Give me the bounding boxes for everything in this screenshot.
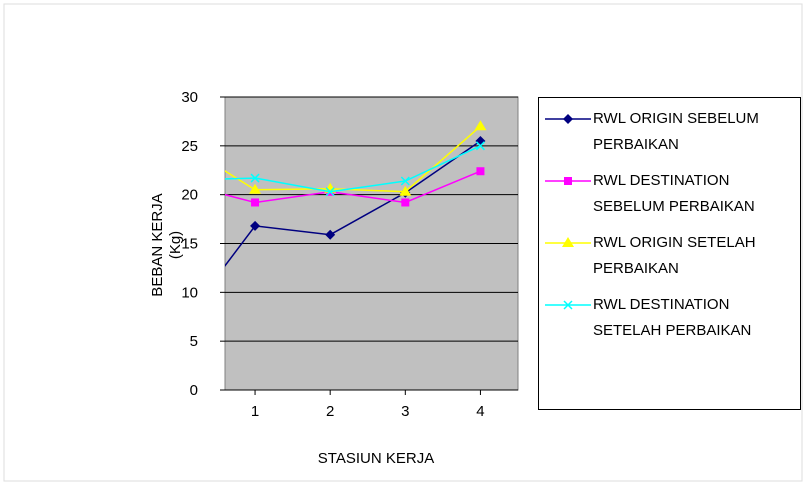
legend-symbol xyxy=(545,237,591,247)
x-tick-label: 1 xyxy=(251,403,259,420)
legend-label: RWL ORIGIN SEBELUM PERBAIKAN xyxy=(593,110,759,153)
marker xyxy=(251,198,260,207)
marker xyxy=(564,177,572,185)
marker xyxy=(325,229,336,240)
legend-label: RWL ORIGIN SETELAH PERBAIKAN xyxy=(593,234,756,277)
y-tick-label: 20 xyxy=(181,187,198,204)
x-tick-label: 3 xyxy=(401,403,409,420)
marker xyxy=(176,176,184,184)
y-tick-label: 0 xyxy=(190,382,198,399)
marker xyxy=(400,176,410,186)
legend-symbol xyxy=(545,177,591,185)
y-axis-label: BEBAN KERJA xyxy=(149,193,166,296)
legend-symbol xyxy=(545,300,591,310)
marker xyxy=(175,321,185,331)
marker xyxy=(250,173,260,183)
marker xyxy=(249,183,262,194)
x-tick-label: 2 xyxy=(326,403,334,420)
y-axis-label: (Kg) xyxy=(167,231,184,259)
marker xyxy=(401,198,410,207)
frame xyxy=(3,3,803,482)
marker xyxy=(475,141,485,151)
legend-item: RWL DESTINATION SEBELUM PERBAIKAN xyxy=(543,168,796,220)
marker xyxy=(325,187,335,197)
y-tick-label: 30 xyxy=(181,89,198,106)
legend-symbol xyxy=(545,114,591,124)
legend-label: RWL DESTINATION SETELAH PERBAIKAN xyxy=(593,296,752,339)
marker xyxy=(562,237,574,247)
marker xyxy=(250,220,261,231)
legend-label: RWL DESTINATION SEBELUM PERBAIKAN xyxy=(593,172,755,215)
y-tick-label: 10 xyxy=(181,284,198,301)
marker xyxy=(563,300,573,310)
series-group xyxy=(175,120,487,331)
x-axis-label: STASIUN KERJA xyxy=(318,450,434,467)
marker xyxy=(399,185,412,196)
y-tick-label: 15 xyxy=(181,236,198,253)
legend-item: RWL ORIGIN SEBELUM PERBAIKAN xyxy=(543,106,796,158)
marker xyxy=(474,120,487,131)
legend-item: RWL ORIGIN SETELAH PERBAIKAN xyxy=(543,230,796,282)
y-tick-label: 5 xyxy=(190,333,198,350)
legend: RWL ORIGIN SEBELUM PERBAIKAN RWL DESTINAT… xyxy=(538,97,801,410)
legend-item: RWL DESTINATION SETELAH PERBAIKAN xyxy=(543,292,796,344)
marker xyxy=(476,167,485,176)
marker xyxy=(324,182,337,193)
marker xyxy=(563,114,573,124)
y-tick-label: 25 xyxy=(181,138,198,155)
x-tick-label: 4 xyxy=(476,403,484,420)
